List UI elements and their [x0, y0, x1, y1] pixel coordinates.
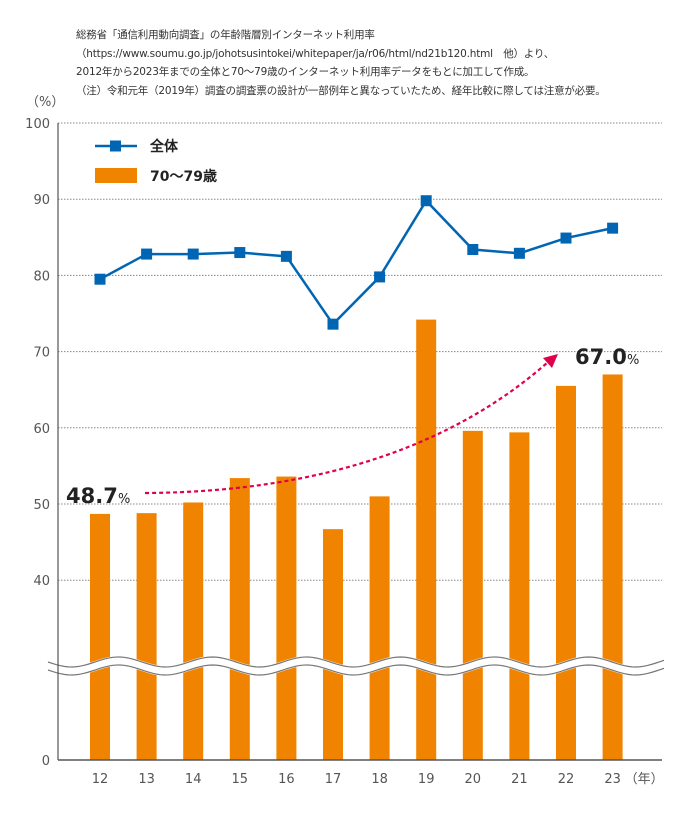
- bar-13: [136, 513, 157, 760]
- trend-arrow: [144, 361, 549, 495]
- x-tick-label: 20: [465, 772, 482, 787]
- note-line: （https://www.soumu.go.jp/johotsusintokei…: [76, 47, 555, 60]
- x-tick-label: 21: [511, 772, 528, 787]
- line-marker-12: [94, 273, 106, 285]
- y-tick-label: 50: [33, 498, 50, 513]
- x-tick-label: 13: [138, 772, 155, 787]
- y-tick-label: 90: [33, 193, 50, 208]
- y-tick-label: 60: [33, 422, 50, 437]
- note-line: 2012年から2023年までの全体と70～79歳のインターネット利用率データをも…: [76, 66, 535, 78]
- legend-line-marker: [110, 140, 121, 152]
- bar-17: [323, 529, 343, 760]
- line-marker-20: [467, 243, 479, 255]
- note-line: 総務省「通信利用動向調査」の年齢階層別インターネット利用率: [76, 29, 375, 41]
- x-tick-label: 17: [325, 772, 342, 787]
- line-marker-22: [560, 232, 572, 244]
- line-marker-21: [513, 247, 525, 259]
- y-tick-label: 70: [33, 346, 50, 361]
- y-axis-unit: （%）: [26, 95, 64, 110]
- x-tick-label: 12: [92, 772, 109, 787]
- end-unit: %: [627, 353, 639, 368]
- line-marker-14: [187, 248, 199, 260]
- legend-label-70-79: 70〜79歳: [150, 168, 217, 185]
- x-tick-label: 22: [558, 772, 575, 787]
- x-tick-label: 16: [278, 772, 295, 787]
- x-tick-label: 19: [418, 772, 435, 787]
- line-marker-17: [327, 318, 339, 330]
- bar-21: [509, 432, 530, 760]
- line-marker-13: [141, 248, 153, 260]
- bar-18: [369, 496, 390, 760]
- y-tick-label: 100: [25, 117, 50, 132]
- bar-22: [556, 385, 576, 760]
- bar-16: [276, 476, 297, 760]
- line-marker-18: [374, 271, 386, 283]
- x-tick-label: 18: [371, 772, 388, 787]
- bar-23: [602, 374, 623, 760]
- y-tick-label: 80: [33, 269, 50, 284]
- trend-arrow-head: [543, 354, 558, 368]
- end-value: 67.0: [575, 345, 627, 369]
- line-marker-23: [607, 222, 619, 234]
- x-axis-unit: （年）: [625, 772, 664, 787]
- line-marker-16: [280, 250, 292, 262]
- x-tick-label: 14: [185, 772, 202, 787]
- x-tick-label: 15: [232, 772, 249, 787]
- legend-label-all: 全体: [149, 138, 179, 155]
- line-marker-15: [234, 247, 246, 259]
- line-marker-19: [420, 195, 432, 207]
- y-tick-label: 0: [42, 754, 50, 769]
- source-notes: 総務省「通信利用動向調査」の年齢階層別インターネット利用率 （https://w…: [76, 26, 606, 100]
- bar-20: [462, 430, 483, 760]
- line-series: [99, 198, 613, 327]
- bar-19: [416, 319, 437, 760]
- y-tick-label: 40: [33, 574, 50, 589]
- bar-14: [183, 502, 204, 760]
- note-line: （注）令和元年（2019年）調査の調査票の設計が一部例年と異なっていたため、経年…: [76, 84, 606, 97]
- axis-break-line: [47, 656, 665, 668]
- start-unit: %: [118, 492, 130, 507]
- bar-15: [229, 478, 250, 760]
- start-value: 48.7: [66, 484, 118, 508]
- bar-12: [90, 513, 110, 760]
- x-tick-label: 23: [604, 772, 621, 787]
- legend-bar-swatch: [95, 168, 137, 183]
- axis-break-line: [47, 664, 665, 676]
